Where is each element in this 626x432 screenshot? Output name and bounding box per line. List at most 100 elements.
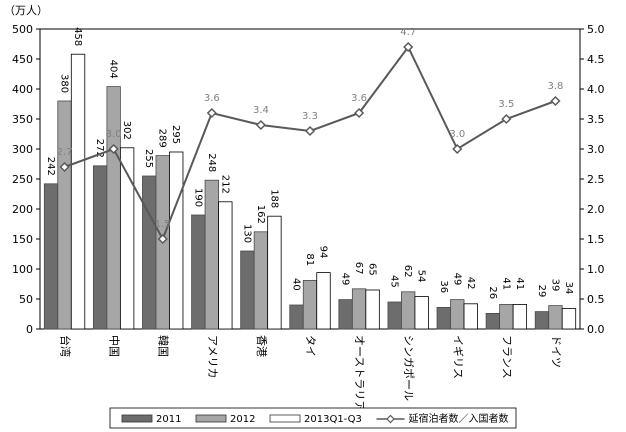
left-tick-label: 150 [12, 233, 33, 246]
bar [43, 183, 59, 330]
left-tick-label: 350 [12, 113, 33, 126]
bar-value-label: 41 [514, 277, 525, 290]
bar-value-label: 62 [402, 265, 413, 278]
bar-value-label: 49 [340, 273, 351, 286]
category-label: タイ [304, 335, 317, 357]
bar-value-label: 94 [318, 246, 329, 259]
category-label: シンガポール [402, 335, 415, 401]
category-label: 台湾 [59, 335, 73, 357]
line-value-label: 3.4 [253, 105, 269, 116]
bar [365, 289, 380, 330]
bar-value-label: 289 [157, 129, 168, 148]
bar-value-label: 458 [72, 27, 83, 46]
bar [289, 304, 304, 330]
right-tick-label: 1.0 [587, 263, 605, 276]
line-point [354, 107, 365, 119]
line-point [403, 41, 414, 53]
category-label: アメリカ [206, 335, 219, 378]
line-value-label: 4.7 [400, 27, 416, 38]
bar-value-label: 42 [465, 277, 476, 290]
legend-box [109, 407, 517, 429]
line-value-label: 3.0 [106, 129, 122, 140]
legend: 2011 2012 2013Q1-Q3 延宿泊者数／入国者数 [109, 407, 517, 429]
category-label: 中国 [108, 335, 121, 357]
bar-value-label: 380 [59, 74, 70, 93]
right-tick-label: 5.0 [587, 23, 605, 36]
line-value-label: 1.5 [155, 219, 171, 230]
bar [485, 312, 501, 330]
line-point [304, 125, 316, 137]
legend-label: 2013Q1-Q3 [304, 414, 362, 425]
y-axis-unit-label: （万人） [4, 4, 48, 17]
bar [450, 299, 465, 330]
bar [142, 175, 157, 330]
line-layer: 2.7 3.0 1.5 3.6 3.4 3.3 3.6 4.7 3.0 3.5 3.8 [57, 27, 564, 245]
line-point [255, 119, 266, 131]
bar-value-label: 40 [291, 278, 302, 291]
category-label: オーストラリア [353, 335, 366, 411]
left-tick-label: 0 [26, 323, 33, 336]
bar-value-label: 248 [206, 153, 217, 172]
bar [240, 250, 255, 330]
bar [338, 299, 353, 330]
bar-value-label: 54 [416, 270, 427, 283]
left-tick-label: 400 [12, 83, 33, 96]
bar [436, 306, 451, 330]
bar-value-label: 39 [549, 279, 560, 292]
bar [267, 215, 282, 330]
right-tick-label: 1.5 [587, 233, 605, 246]
bar-value-label: 26 [487, 286, 498, 299]
legend-swatch [121, 414, 153, 423]
bar-value-label: 272 [94, 139, 105, 158]
right-tick-label: 3.5 [587, 113, 605, 126]
category-label: イギリス [451, 335, 464, 379]
bar-value-label: 45 [389, 275, 400, 288]
bar [561, 308, 577, 330]
line-point [206, 107, 217, 119]
category-label: 香港 [255, 335, 268, 357]
line-value-label: 2.7 [57, 147, 73, 158]
line-value-label: 3.8 [548, 81, 564, 92]
bar [106, 86, 121, 330]
bar-value-label: 65 [367, 263, 378, 276]
right-tick-label: 2.5 [587, 173, 605, 186]
bar-value-label: 36 [438, 280, 449, 293]
bar [512, 303, 528, 330]
bar [119, 147, 135, 330]
bar-value-label: 190 [192, 188, 203, 207]
line-point [550, 95, 561, 107]
category-label: ドイツ [549, 335, 562, 368]
axes: 0 50 100 150 200 250 300 350 400 450 500 0.0 0.5 1.0 1… [12, 23, 605, 336]
bar-value-label: 295 [170, 125, 181, 144]
bar [534, 311, 550, 330]
left-tick-label: 450 [12, 53, 33, 66]
bar [499, 303, 514, 330]
bar-value-label: 212 [219, 175, 230, 194]
bar [401, 291, 416, 330]
line-point [108, 143, 119, 155]
bar [204, 179, 219, 330]
left-tick-label: 50 [19, 293, 33, 306]
right-tick-label: 4.5 [587, 53, 605, 66]
line-value-label: 3.5 [498, 99, 514, 110]
line-value-label: 3.6 [351, 93, 367, 104]
bar [92, 165, 108, 330]
bar [169, 151, 184, 330]
bar [387, 301, 402, 330]
category-labels: 台湾 中国 韓国 アメリカ 香港 タイ オーストラリア シンガポール イギリス フランス ドイツ [59, 335, 563, 411]
legend-swatch [195, 414, 227, 423]
bar-value-label: 188 [268, 189, 279, 208]
bar-value-label: 162 [255, 205, 266, 224]
bar [302, 279, 318, 330]
bar-value-label: 34 [563, 282, 574, 295]
legend-marker [386, 414, 395, 424]
bar-value-label: 81 [304, 253, 315, 266]
bar-value-label: 242 [45, 157, 56, 176]
legend-label: 2012 [230, 414, 255, 425]
bar-value-label: 41 [500, 277, 511, 290]
right-tick-label: 2.0 [587, 203, 605, 216]
bar-value-label: 67 [353, 262, 364, 275]
line-point [452, 143, 463, 155]
